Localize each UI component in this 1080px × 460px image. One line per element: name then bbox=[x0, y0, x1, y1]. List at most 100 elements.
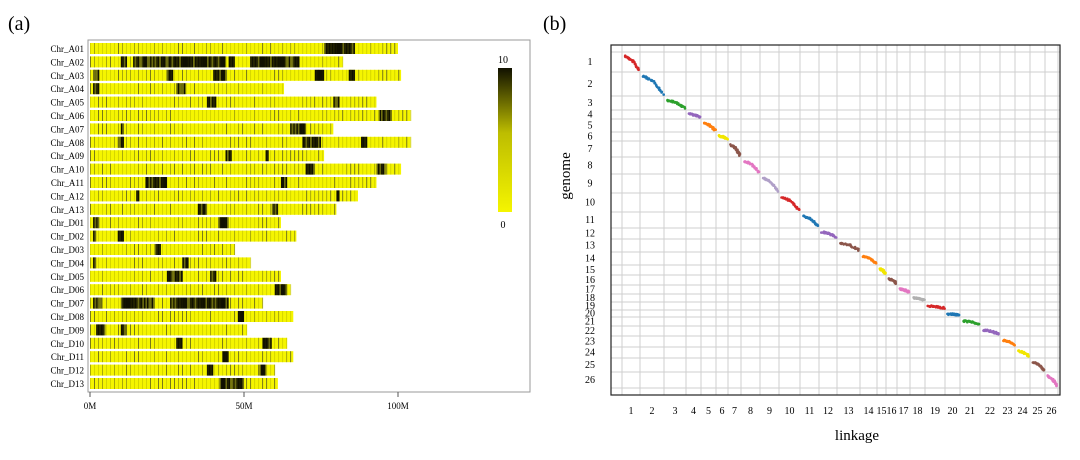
chromosome-bar bbox=[90, 230, 297, 242]
y-tick-label: 22 bbox=[585, 326, 595, 337]
chromosome-bar bbox=[90, 351, 294, 363]
x-tick-label: 20 bbox=[948, 406, 958, 417]
linkage-group-points bbox=[946, 312, 961, 317]
chromosome-bar bbox=[90, 177, 377, 188]
y-tick-label: 15 bbox=[585, 265, 595, 276]
chromosome-label: Chr_A10 bbox=[51, 165, 85, 175]
y-tick-label: 2 bbox=[588, 79, 593, 90]
x-tick-label: 6 bbox=[720, 406, 725, 417]
chromosome-label: Chr_D06 bbox=[51, 285, 85, 295]
panel-a-x-ticks: 0M 50M 100M bbox=[84, 392, 409, 411]
linkage-group-points bbox=[743, 160, 761, 174]
chromosome-label: Chr_A06 bbox=[51, 111, 85, 121]
y-tick-label: 8 bbox=[588, 161, 593, 172]
chromosome-label: Chr_D10 bbox=[51, 339, 85, 349]
linkage-group-points bbox=[717, 134, 729, 141]
chromosome-bar bbox=[90, 190, 358, 202]
y-tick-label: 14 bbox=[585, 254, 595, 265]
panel-b-frame bbox=[610, 44, 1061, 396]
y-tick-label: 1 bbox=[588, 57, 593, 68]
chromosome-bar bbox=[90, 203, 337, 215]
x-tick-label: 11 bbox=[805, 406, 815, 417]
y-tick-label: 10 bbox=[585, 198, 595, 209]
chromosome-label: Chr_A13 bbox=[51, 205, 85, 215]
x-tick-label: 1 bbox=[629, 406, 634, 417]
x-tick-label: 18 bbox=[913, 406, 923, 417]
chromosome-label: Chr_A07 bbox=[51, 124, 85, 134]
x-tick-label: 19 bbox=[930, 406, 940, 417]
y-tick-label: 11 bbox=[585, 215, 595, 226]
linkage-group-points bbox=[666, 98, 687, 110]
chromosome-label: Chr_D09 bbox=[51, 325, 85, 335]
x-tick-label: 100M bbox=[387, 401, 409, 411]
chromosome-bar bbox=[90, 123, 334, 135]
y-tick-label: 3 bbox=[588, 98, 593, 109]
chromosome-bar bbox=[90, 136, 412, 148]
linkage-group-points bbox=[702, 121, 717, 132]
chromosome-label: Chr_A08 bbox=[51, 138, 85, 148]
x-tick-label: 23 bbox=[1003, 406, 1013, 417]
x-tick-label: 13 bbox=[844, 406, 854, 417]
x-tick-label: 21 bbox=[965, 406, 975, 417]
chromosome-label: Chr_A09 bbox=[51, 151, 85, 161]
chromosome-labels: Chr_A01 Chr_A02 Chr_A03 Chr_A04 Chr_A05 Chr_A… bbox=[51, 44, 85, 389]
linkage-group-points bbox=[1002, 338, 1016, 347]
y-tick-label: 25 bbox=[585, 360, 595, 371]
linkage-group-points bbox=[861, 254, 878, 265]
panel-b-grid bbox=[611, 45, 1060, 395]
y-tick-label: 24 bbox=[585, 348, 595, 359]
linkage-group-points bbox=[912, 296, 926, 302]
x-tick-label: 2 bbox=[650, 406, 655, 417]
chromosome-bar bbox=[90, 297, 264, 309]
x-tick-label: 16 bbox=[887, 406, 897, 417]
linkage-group-points bbox=[926, 304, 946, 310]
x-tick-label: 5 bbox=[706, 406, 711, 417]
y-tick-label: 12 bbox=[585, 229, 595, 240]
legend-max-label: 10 bbox=[498, 55, 508, 66]
x-tick-label: 25 bbox=[1033, 406, 1043, 417]
chromosome-bar bbox=[90, 257, 252, 269]
chromosome-bars bbox=[90, 43, 412, 389]
x-tick-label: 8 bbox=[748, 406, 753, 417]
chromosome-label: Chr_D04 bbox=[51, 258, 85, 268]
linkage-group-points bbox=[687, 112, 702, 119]
y-axis-title: genome bbox=[558, 152, 574, 200]
y-tick-label: 18 bbox=[585, 293, 595, 304]
x-tick-label: 14 bbox=[864, 406, 874, 417]
chromosome-label: Chr_A05 bbox=[51, 98, 85, 108]
chromosome-bar bbox=[90, 364, 276, 376]
chromosome-bar bbox=[90, 83, 285, 95]
chromosome-label: Chr_D03 bbox=[51, 245, 85, 255]
y-tick-label: 19 bbox=[585, 301, 595, 312]
chromosome-label: Chr_D05 bbox=[51, 272, 85, 282]
y-tick-label: 17 bbox=[585, 285, 595, 296]
linkage-group-points bbox=[839, 241, 860, 252]
linkage-group-points bbox=[802, 214, 820, 228]
y-tick-label: 16 bbox=[585, 275, 595, 286]
linkage-group-points bbox=[898, 287, 911, 294]
color-scale-bar bbox=[498, 68, 512, 212]
chromosome-bar bbox=[90, 378, 278, 389]
x-axis-title: linkage bbox=[835, 428, 879, 444]
y-tick-label: 5 bbox=[588, 121, 593, 132]
chromosome-label: Chr_D12 bbox=[51, 366, 85, 376]
x-tick-label: 22 bbox=[985, 406, 995, 417]
chromosome-label: Chr_A01 bbox=[51, 44, 85, 54]
linkage-group-points bbox=[887, 277, 897, 286]
chromosome-label: Chr_D07 bbox=[51, 299, 85, 309]
x-tick-label: 50M bbox=[235, 401, 252, 411]
chromosome-bar bbox=[90, 43, 398, 54]
chromosome-bar bbox=[90, 337, 288, 349]
x-tick-label: 10 bbox=[785, 406, 795, 417]
y-tick-label: 4 bbox=[588, 110, 593, 121]
chromosome-label: Chr_A02 bbox=[51, 57, 85, 67]
chromosome-bar bbox=[90, 110, 412, 121]
chromosome-label: Chr_D08 bbox=[51, 312, 85, 322]
y-tick-label: 7 bbox=[588, 144, 593, 155]
y-tick-label: 13 bbox=[585, 241, 595, 252]
y-tick-label: 20 bbox=[585, 309, 595, 320]
panel-a-label: (a) bbox=[8, 13, 30, 35]
chromosome-bar bbox=[90, 244, 236, 255]
y-tick-label: 6 bbox=[588, 132, 593, 143]
linkage-group-points bbox=[962, 319, 981, 326]
